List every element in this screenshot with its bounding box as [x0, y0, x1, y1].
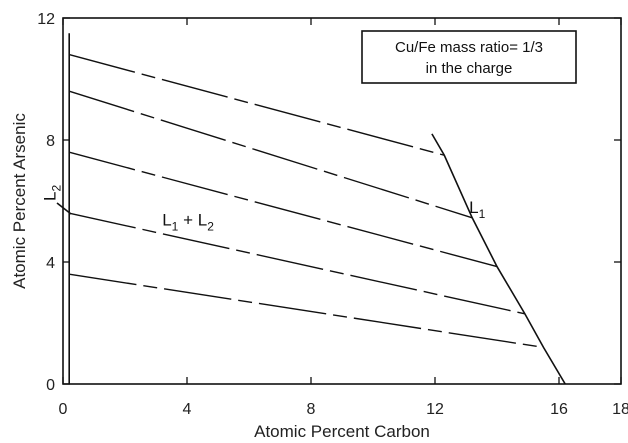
l2-leader-line — [56, 202, 72, 215]
annotation-box-group: Cu/Fe mass ratio= 1/3 in the charge — [361, 30, 577, 84]
x-tick-label: 4 — [183, 401, 192, 418]
plot-frame — [62, 17, 622, 385]
ticks-group: 0 4 8 12 16 18 0 4 8 12 — [37, 11, 628, 418]
y-tick-label: 12 — [37, 11, 55, 28]
x-tick-label: 12 — [426, 401, 444, 418]
tie-line — [68, 90, 473, 219]
l1-boundary-line — [431, 133, 566, 385]
x-tick-label: 18 — [612, 401, 628, 418]
phase-boundaries-group — [56, 33, 566, 385]
region-label-l2: L2 — [40, 185, 63, 201]
plot-frame-group — [62, 17, 622, 385]
annotation-line-1: Cu/Fe mass ratio= 1/3 — [395, 39, 543, 56]
tie-line — [69, 212, 526, 315]
region-label-l1: L1 — [469, 198, 485, 221]
y-tick-label: 4 — [46, 255, 55, 272]
region-label-two-phase: L1 + L2 — [162, 210, 214, 233]
x-tick-label: 0 — [59, 401, 68, 418]
y-tick-label: 0 — [46, 377, 55, 394]
tie-line — [69, 53, 445, 156]
x-tick-label: 16 — [550, 401, 568, 418]
x-tick-label: 8 — [307, 401, 316, 418]
y-axis-title: Atomic Percent Arsenic — [10, 113, 29, 289]
tie-line — [69, 273, 544, 349]
y-tick-label: 8 — [46, 133, 55, 150]
annotation-line-2: in the charge — [426, 60, 513, 77]
tie-lines-group — [68, 53, 544, 349]
x-axis-title: Atomic Percent Carbon — [254, 422, 430, 441]
region-labels-group: L2 L1 L1 + L2 — [40, 185, 485, 234]
tie-line — [69, 151, 498, 268]
annotation-box — [361, 30, 577, 84]
